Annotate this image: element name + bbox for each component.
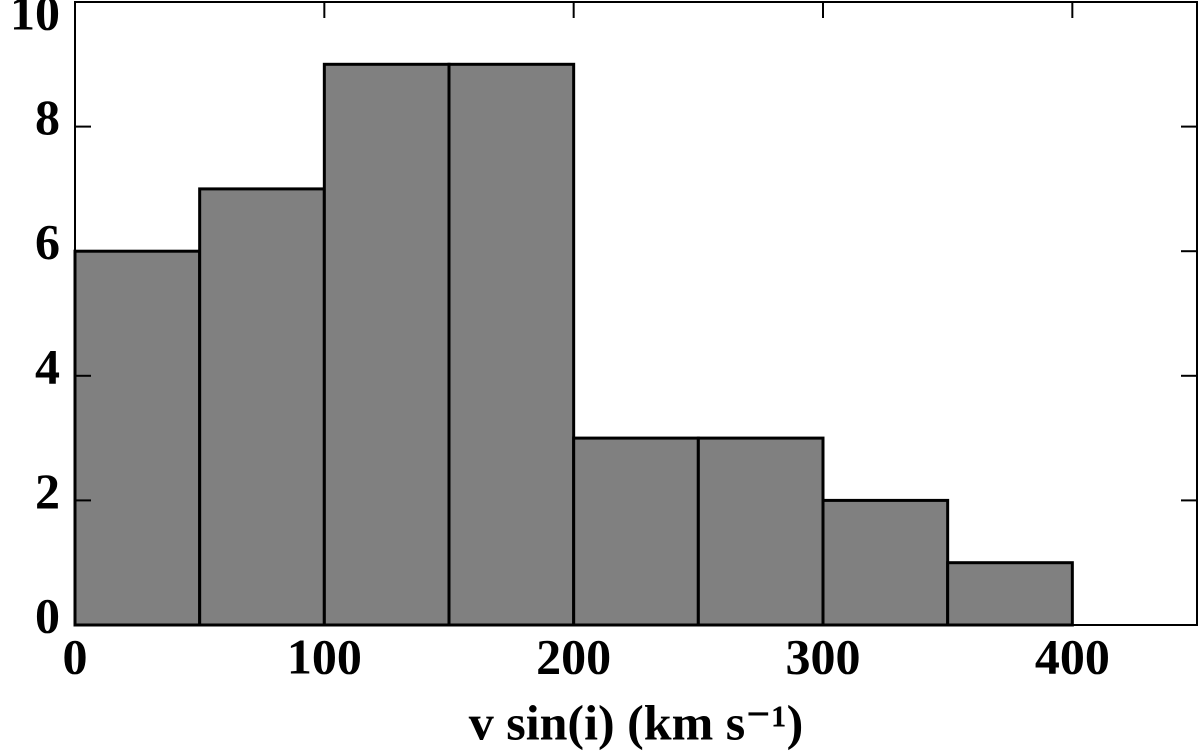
x-tick-label: 400 — [1035, 628, 1110, 684]
bar — [73, 249, 202, 627]
y-tick-label: 6 — [35, 214, 60, 270]
x-axis-label: v sin(i) (km s⁻¹) — [469, 694, 803, 750]
plot-frame — [74, 1, 1198, 626]
y-tick-label: 10 — [10, 0, 60, 40]
y-tick-label: 0 — [35, 587, 60, 643]
y-tick-label: 4 — [35, 338, 60, 394]
y-tick-label: 2 — [35, 463, 60, 519]
x-tick-label: 200 — [536, 628, 611, 684]
bar — [946, 561, 1074, 627]
bar — [322, 62, 451, 627]
x-tick-label: 100 — [287, 628, 362, 684]
bar — [821, 498, 950, 627]
x-tick-label: 300 — [786, 628, 861, 684]
bar — [447, 62, 576, 627]
bar — [198, 187, 326, 627]
x-tick-label: 0 — [63, 628, 88, 684]
bar — [696, 436, 825, 627]
bar — [572, 436, 700, 627]
y-tick-label: 8 — [35, 89, 60, 145]
